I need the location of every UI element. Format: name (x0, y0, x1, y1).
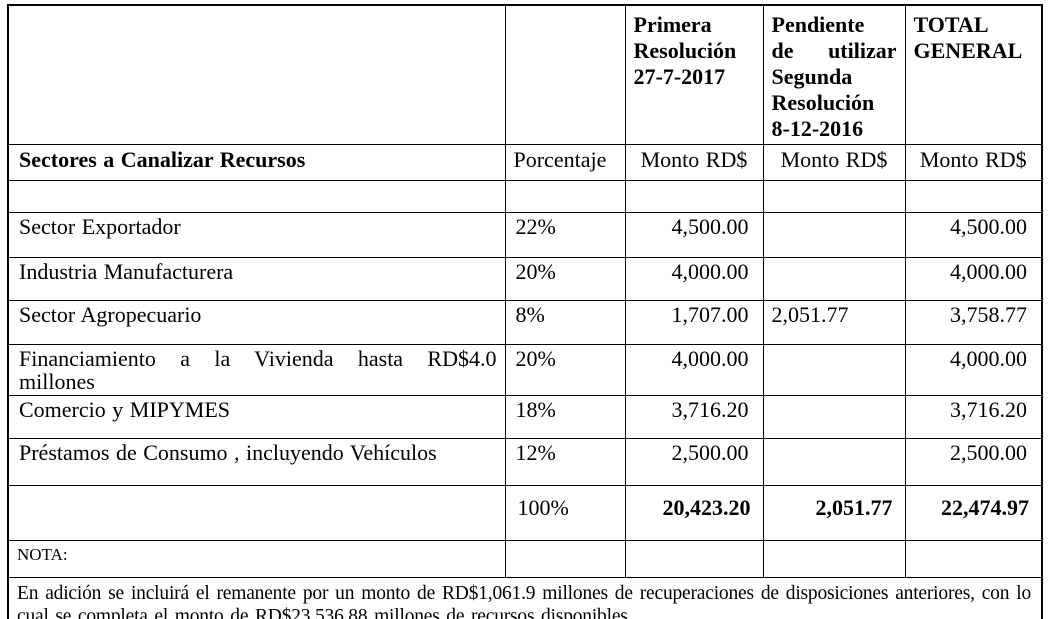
nota-empty-cell (624, 540, 764, 578)
sector-label-line2: millones (19, 369, 95, 394)
header-total-line1: TOTAL (913, 12, 989, 37)
table-row-prestamos-consumo: Préstamos de Consumo , incluyendo Vehícu… (7, 438, 1043, 486)
header-row-columns: Sectores a Canalizar Recursos Porcentaje… (7, 144, 1043, 181)
header-pendiente-line5: 8-12-2016 (771, 116, 864, 141)
nota-label-cell: NOTA: (7, 540, 506, 578)
header-primera-line1: Primera (633, 12, 712, 37)
header-empty-sector-cell (7, 4, 506, 145)
pendiente-monto-cell (762, 212, 906, 258)
sector-label-cell: Préstamos de Consumo , incluyendo Vehícu… (7, 438, 506, 486)
spacer-row (7, 180, 1043, 213)
header-pendiente-line1: Pendiente (771, 12, 865, 37)
total-monto-cell: 4,000.00 (904, 344, 1043, 396)
table-row-comercio-mipymes: Comercio y MIPYMES 18% 3,716.20 3,716.20 (7, 395, 1043, 439)
porcentaje-cell: 8% (504, 300, 626, 345)
primera-monto-cell: 4,500.00 (624, 212, 764, 258)
header-primera-line2: Resolución (633, 38, 737, 63)
pendiente-monto-cell (762, 438, 906, 486)
totals-primera-cell: 20,423.20 (624, 485, 764, 541)
totals-row: 100% 20,423.20 2,051.77 22,474.97 (7, 485, 1043, 541)
porcentaje-cell: 18% (504, 395, 626, 439)
header-pendiente-line3: Segunda (771, 64, 853, 89)
spacer-cell (904, 180, 1043, 213)
sector-label-cell: Comercio y MIPYMES (7, 395, 506, 439)
total-monto-cell: 3,716.20 (904, 395, 1043, 439)
porcentaje-cell: 20% (504, 257, 626, 301)
resolution-allocation-table: Primera Resolución 27-7-2017 Pendiente d… (7, 4, 1043, 619)
nota-row: NOTA: (7, 540, 1043, 578)
sector-label-cell: Sector Agropecuario (7, 300, 506, 345)
totals-total-cell: 22,474.97 (904, 485, 1043, 541)
table-row-sector-agropecuario: Sector Agropecuario 8% 1,707.00 2,051.77… (7, 300, 1043, 345)
pendiente-monto-cell (762, 395, 906, 439)
header-row-resolutions: Primera Resolución 27-7-2017 Pendiente d… (7, 4, 1043, 145)
sector-label-cell: Industria Manufacturera (7, 257, 506, 301)
header-total-general: TOTAL GENERAL (904, 4, 1043, 145)
porcentaje-cell: 22% (504, 212, 626, 258)
header-pendiente-line4: Resolución (771, 90, 875, 115)
sector-label-cell: Sector Exportador (7, 212, 506, 258)
pendiente-monto-cell (762, 257, 906, 301)
header-monto-primera: Monto RD$ (624, 144, 764, 181)
footnote-cell: En adición se incluirá el remanente por … (7, 577, 1043, 619)
primera-monto-cell: 1,707.00 (624, 300, 764, 345)
header-pendiente-line2: de utilizar (771, 38, 897, 63)
header-pendiente-utilizar: Pendiente de utilizar Segunda Resolución… (762, 4, 906, 145)
totals-porcentaje-cell: 100% (504, 485, 626, 541)
table-row-industria-manufacturera: Industria Manufacturera 20% 4,000.00 4,0… (7, 257, 1043, 301)
primera-monto-cell: 3,716.20 (624, 395, 764, 439)
nota-empty-cell (762, 540, 906, 578)
header-sectores: Sectores a Canalizar Recursos (7, 144, 506, 181)
header-primera-line3: 27-7-2017 (633, 64, 726, 89)
nota-empty-cell (904, 540, 1043, 578)
spacer-cell (7, 180, 506, 213)
primera-monto-cell: 2,500.00 (624, 438, 764, 486)
pendiente-monto-cell (762, 344, 906, 396)
primera-monto-cell: 4,000.00 (624, 257, 764, 301)
header-monto-total: Monto RD$ (904, 144, 1043, 181)
footnote-row: En adición se incluirá el remanente por … (7, 577, 1043, 619)
header-empty-porcentaje-cell (504, 4, 626, 145)
porcentaje-cell: 20% (504, 344, 626, 396)
header-primera-resolucion: Primera Resolución 27-7-2017 (624, 4, 764, 145)
total-monto-cell: 4,000.00 (904, 257, 1043, 301)
table-row-financiamiento-vivienda: Financiamiento a la Vivienda hasta RD$4.… (7, 344, 1043, 396)
sector-label-cell: Financiamiento a la Vivienda hasta RD$4.… (7, 344, 506, 396)
total-monto-cell: 3,758.77 (904, 300, 1043, 345)
header-monto-pendiente: Monto RD$ (762, 144, 906, 181)
total-monto-cell: 2,500.00 (904, 438, 1043, 486)
totals-empty-label-cell (7, 485, 506, 541)
table-row-sector-exportador: Sector Exportador 22% 4,500.00 4,500.00 (7, 212, 1043, 258)
total-monto-cell: 4,500.00 (904, 212, 1043, 258)
spacer-cell (624, 180, 764, 213)
pendiente-monto-cell: 2,051.77 (762, 300, 906, 345)
porcentaje-cell: 12% (504, 438, 626, 486)
header-porcentaje: Porcentaje (504, 144, 626, 181)
header-total-line2: GENERAL (913, 38, 1023, 63)
nota-empty-cell (504, 540, 626, 578)
spacer-cell (762, 180, 906, 213)
totals-pendiente-cell: 2,051.77 (762, 485, 906, 541)
primera-monto-cell: 4,000.00 (624, 344, 764, 396)
spacer-cell (504, 180, 626, 213)
sector-label-line1: Financiamiento a la Vivienda hasta RD$4.… (19, 346, 497, 371)
